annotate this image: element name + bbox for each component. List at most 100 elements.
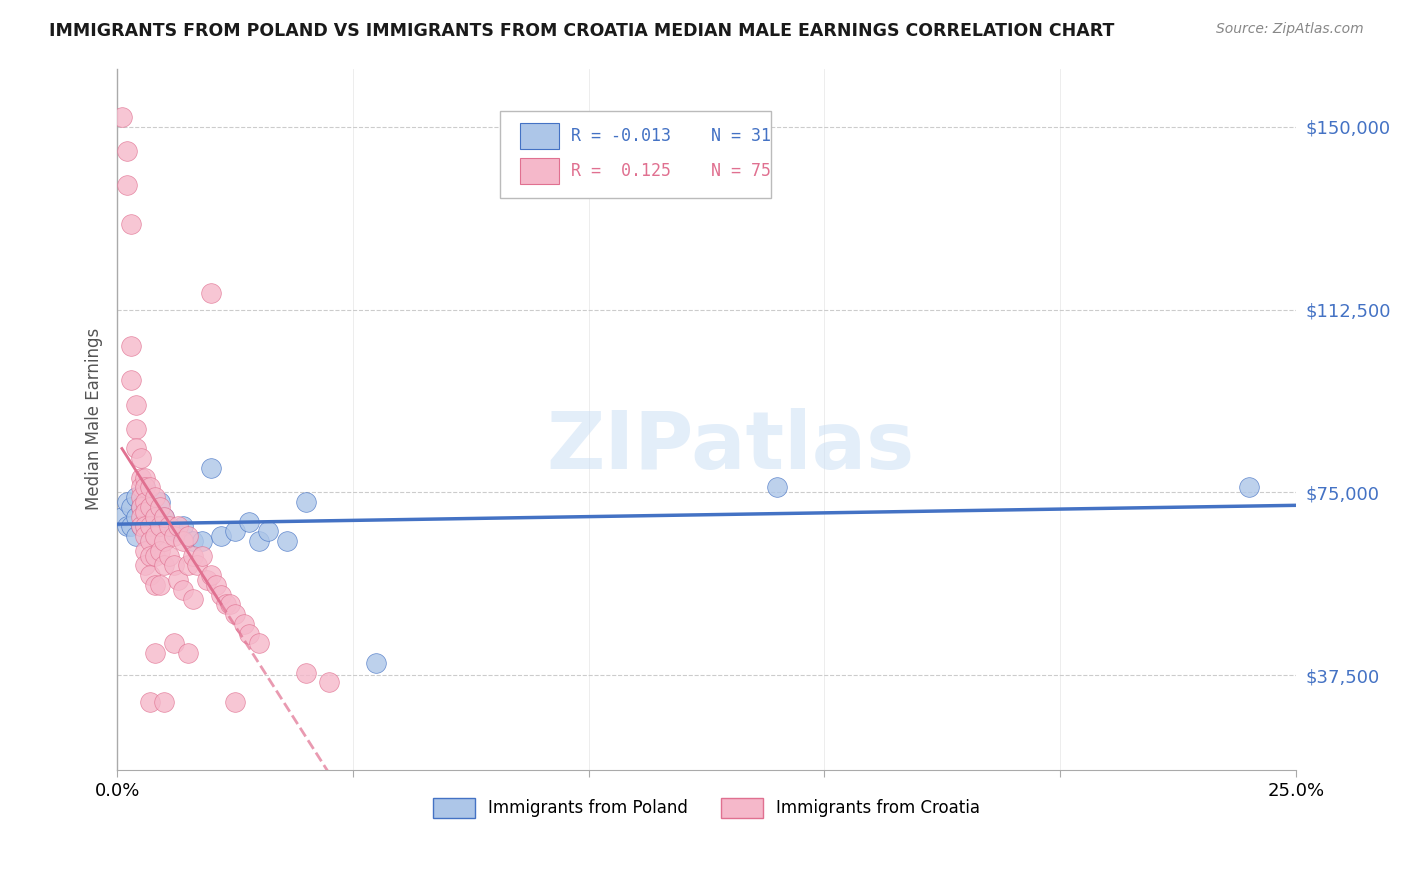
Point [163, 524, 186, 539]
Point [153, 509, 176, 524]
Point [149, 519, 172, 533]
Point [1237, 480, 1260, 494]
Point [143, 646, 166, 660]
Point [125, 509, 148, 524]
Point [186, 558, 208, 573]
Point [129, 480, 152, 494]
Point [294, 495, 316, 509]
Point [153, 558, 176, 573]
Point [149, 500, 172, 514]
Point [181, 592, 204, 607]
Point [177, 558, 200, 573]
Point [111, 110, 134, 124]
Point [143, 490, 166, 504]
Point [120, 500, 142, 514]
Point [177, 646, 200, 660]
Point [149, 495, 172, 509]
Point [181, 534, 204, 549]
Text: R = -0.013    N = 31: R = -0.013 N = 31 [571, 127, 770, 145]
Point [318, 675, 340, 690]
Point [143, 578, 166, 592]
Point [134, 543, 156, 558]
Point [257, 524, 280, 539]
Point [115, 178, 138, 193]
Point [134, 519, 156, 533]
Point [191, 549, 214, 563]
Point [139, 695, 162, 709]
Bar [520, 122, 560, 149]
Point [191, 534, 214, 549]
Point [143, 509, 166, 524]
Point [766, 480, 789, 494]
Point [149, 578, 172, 592]
Point [200, 568, 222, 582]
Point [139, 549, 162, 563]
Text: ZIPatlas: ZIPatlas [546, 409, 914, 486]
Point [134, 558, 156, 573]
Point [224, 524, 246, 539]
Point [247, 534, 270, 549]
Point [134, 505, 156, 519]
Point [139, 500, 162, 514]
Point [172, 519, 194, 533]
Point [143, 519, 166, 533]
Point [125, 490, 148, 504]
Point [224, 607, 246, 621]
Point [163, 636, 186, 650]
Point [139, 568, 162, 582]
Point [143, 529, 166, 543]
Point [366, 656, 388, 670]
Point [181, 549, 204, 563]
Point [115, 519, 138, 533]
Point [276, 534, 298, 549]
Point [129, 509, 152, 524]
Point [233, 616, 256, 631]
Bar [520, 158, 560, 185]
Point [163, 558, 186, 573]
Point [129, 519, 152, 533]
Point [153, 509, 176, 524]
Point [134, 519, 156, 533]
Point [163, 529, 186, 543]
Point [167, 519, 190, 533]
Point [125, 529, 148, 543]
Point [143, 549, 166, 563]
Point [134, 471, 156, 485]
Point [111, 509, 134, 524]
Point [219, 598, 242, 612]
Point [134, 480, 156, 494]
Text: R =  0.125    N = 75: R = 0.125 N = 75 [571, 162, 770, 180]
Point [294, 665, 316, 680]
Point [247, 636, 270, 650]
Text: Source: ZipAtlas.com: Source: ZipAtlas.com [1216, 22, 1364, 37]
Point [125, 398, 148, 412]
Point [238, 626, 260, 640]
Point [153, 695, 176, 709]
Point [167, 573, 190, 587]
Point [129, 500, 152, 514]
Point [139, 509, 162, 524]
Point [139, 480, 162, 494]
Point [209, 529, 232, 543]
Point [120, 339, 142, 353]
Point [129, 519, 152, 533]
Point [195, 573, 218, 587]
Point [200, 461, 222, 475]
Point [129, 451, 152, 466]
Point [134, 495, 156, 509]
Legend: Immigrants from Poland, Immigrants from Croatia: Immigrants from Poland, Immigrants from … [426, 791, 987, 825]
Y-axis label: Median Male Earnings: Median Male Earnings [86, 328, 103, 510]
Point [157, 549, 180, 563]
Point [200, 285, 222, 300]
Point [115, 145, 138, 159]
Point [129, 490, 152, 504]
Point [129, 471, 152, 485]
Point [120, 519, 142, 533]
Point [172, 534, 194, 549]
Point [209, 588, 232, 602]
Point [172, 582, 194, 597]
Point [205, 578, 228, 592]
Point [134, 529, 156, 543]
Point [238, 515, 260, 529]
Point [115, 495, 138, 509]
